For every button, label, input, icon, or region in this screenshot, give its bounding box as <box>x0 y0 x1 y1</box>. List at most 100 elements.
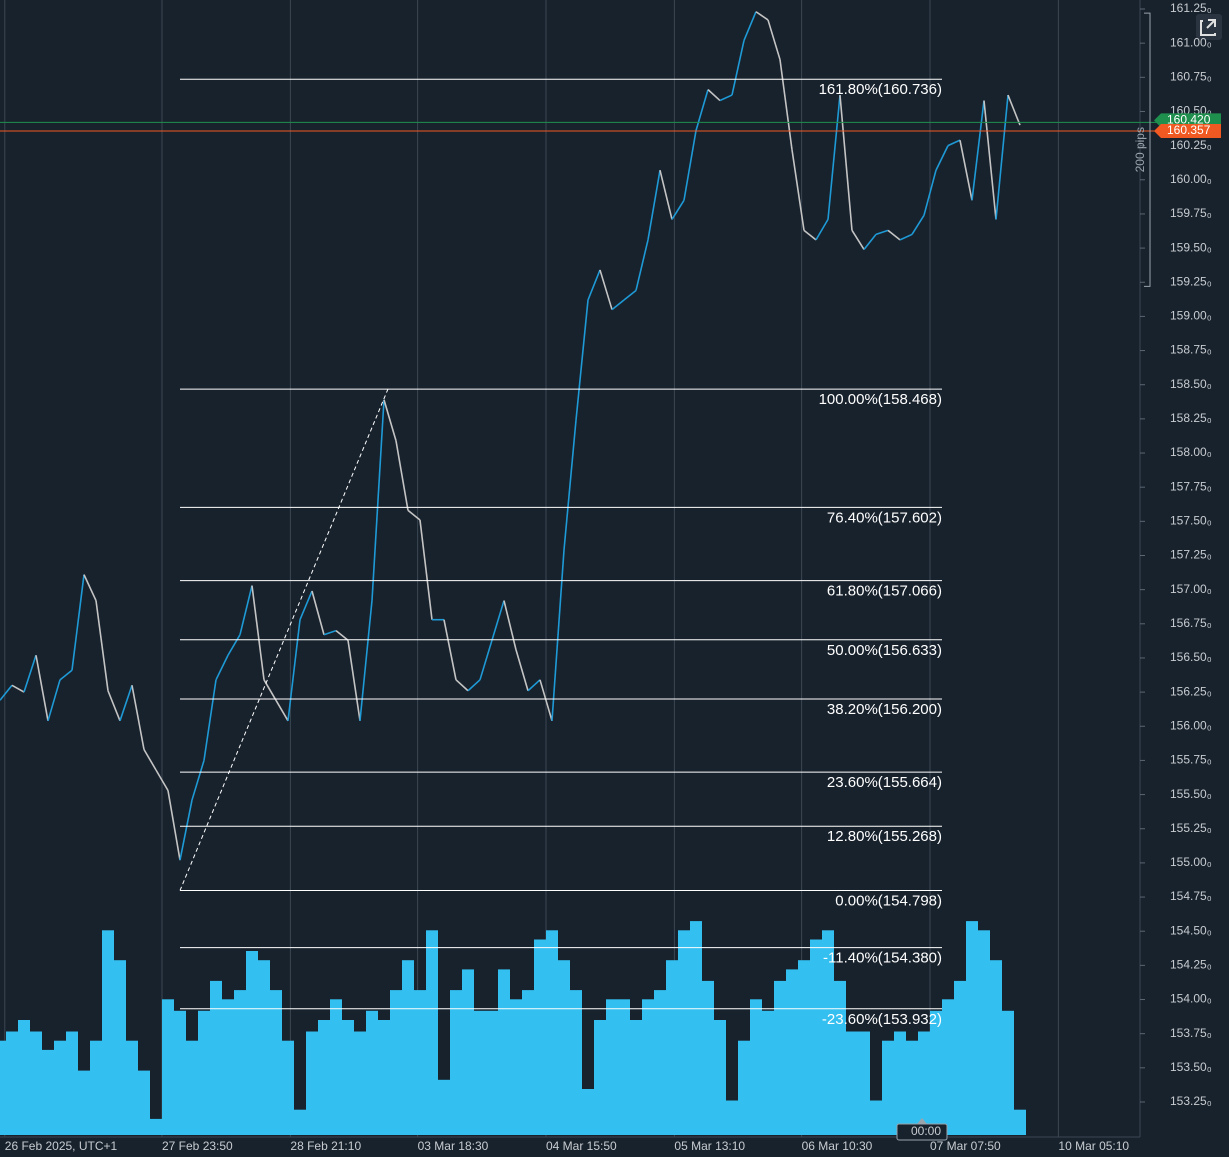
y-tick-label: 157.50₀ <box>1170 514 1212 528</box>
price-segment <box>47 679 61 722</box>
volume-bar <box>846 1031 858 1135</box>
volume-bar <box>918 1031 930 1135</box>
price-segment <box>59 669 73 681</box>
price-segment <box>467 679 481 692</box>
price-segment <box>419 519 433 620</box>
volume-bar <box>78 1070 90 1135</box>
volume-bar <box>966 921 978 1135</box>
y-tick-label: 160.25₀ <box>1170 138 1212 152</box>
volume-bar <box>558 960 570 1135</box>
volume-bar <box>162 999 174 1135</box>
fib-label: -11.40%(154.380) <box>823 950 942 967</box>
price-segment <box>899 233 913 241</box>
fib-label: 76.40%(157.602) <box>827 509 942 526</box>
volume-bar <box>90 1040 102 1135</box>
volume-bar <box>570 990 582 1135</box>
volume-bar <box>354 1031 366 1135</box>
volume-bar <box>366 1010 378 1135</box>
fib-label: 12.80%(155.268) <box>827 828 942 845</box>
volume-bar <box>678 930 690 1135</box>
price-segment <box>383 399 397 441</box>
y-tick-label: 159.50₀ <box>1170 240 1212 254</box>
price-segment <box>683 130 697 201</box>
price-segment <box>347 640 361 721</box>
volume-bar <box>474 1010 486 1135</box>
y-tick-label: 159.25₀ <box>1170 274 1212 288</box>
price-segment <box>779 59 793 150</box>
price-segment <box>695 89 709 131</box>
price-segment <box>323 629 337 636</box>
y-tick-label: 157.75₀ <box>1170 479 1212 493</box>
volume-bar <box>186 1040 198 1135</box>
y-tick-label: 155.75₀ <box>1170 753 1212 767</box>
volume-bar <box>798 960 810 1135</box>
x-tick-label: 05 Mar 13:10 <box>674 1139 745 1153</box>
y-tick-label: 156.75₀ <box>1170 616 1212 630</box>
volume-bar <box>330 999 342 1135</box>
price-segment <box>719 94 733 102</box>
price-segment <box>479 639 493 681</box>
volume-bar <box>198 1010 210 1135</box>
time-badge-arrow <box>917 1118 927 1124</box>
volume-bar <box>462 969 474 1135</box>
price-segment <box>635 239 649 291</box>
volume-bar <box>522 990 534 1135</box>
volume-bar <box>126 1040 138 1135</box>
volume-bar <box>714 1020 726 1135</box>
price-segment <box>239 585 253 635</box>
volume-bar <box>606 999 618 1135</box>
y-tick-label: 161.00₀ <box>1170 35 1212 49</box>
price-segment <box>947 139 961 147</box>
price-segment <box>587 269 601 301</box>
fib-label: 38.20%(156.200) <box>827 701 942 718</box>
y-tick-label: 160.00₀ <box>1170 172 1212 186</box>
volume-bar <box>426 930 438 1135</box>
y-tick-label: 154.50₀ <box>1170 923 1212 937</box>
y-tick-label: 157.00₀ <box>1170 582 1212 596</box>
volume-bar <box>642 999 654 1135</box>
price-segment <box>515 649 529 691</box>
price-segment <box>0 684 13 701</box>
volume-bar <box>894 1031 906 1135</box>
x-tick-label: 07 Mar 07:50 <box>930 1139 1001 1153</box>
volume-bar <box>870 1100 882 1135</box>
price-segment <box>995 94 1009 220</box>
price-segment <box>83 574 97 601</box>
volume-bar <box>702 980 714 1135</box>
volume-bar <box>630 1020 642 1135</box>
volume-bar <box>414 990 426 1135</box>
volume-bar <box>498 969 510 1135</box>
price-segment <box>287 619 301 721</box>
y-tick-label: 154.25₀ <box>1170 958 1212 972</box>
price-segment <box>815 218 829 241</box>
price-segment <box>935 145 949 171</box>
volume-bar <box>318 1020 330 1135</box>
volume-bar <box>810 939 822 1135</box>
volume-bar <box>618 999 630 1135</box>
volume-bar <box>906 1040 918 1135</box>
volume-bar <box>246 951 258 1135</box>
volume-bar <box>834 980 846 1135</box>
volume-bar <box>510 999 522 1135</box>
price-segment <box>647 170 661 241</box>
price-segment <box>611 299 625 311</box>
volume-bar <box>690 921 702 1135</box>
volume-bar <box>222 999 234 1135</box>
volume-bar <box>546 930 558 1135</box>
volume-bar <box>438 1079 450 1135</box>
x-tick-label: 10 Mar 05:10 <box>1058 1139 1129 1153</box>
volume-bar <box>30 1031 42 1135</box>
pips-label: 200 pips <box>1133 127 1147 172</box>
price-segment <box>215 654 229 681</box>
popout-button[interactable] <box>1196 14 1222 40</box>
price-segment <box>203 679 217 761</box>
y-tick-label: 156.25₀ <box>1170 684 1212 698</box>
ask-tag <box>1154 113 1221 128</box>
y-tick-label: 159.00₀ <box>1170 309 1212 323</box>
fib-label: 23.60%(155.664) <box>827 774 942 791</box>
fib-label: 100.00%(158.468) <box>819 391 942 408</box>
volume-bar <box>930 1010 942 1135</box>
popout-icon[interactable] <box>1200 19 1216 36</box>
volume-bar <box>402 960 414 1135</box>
